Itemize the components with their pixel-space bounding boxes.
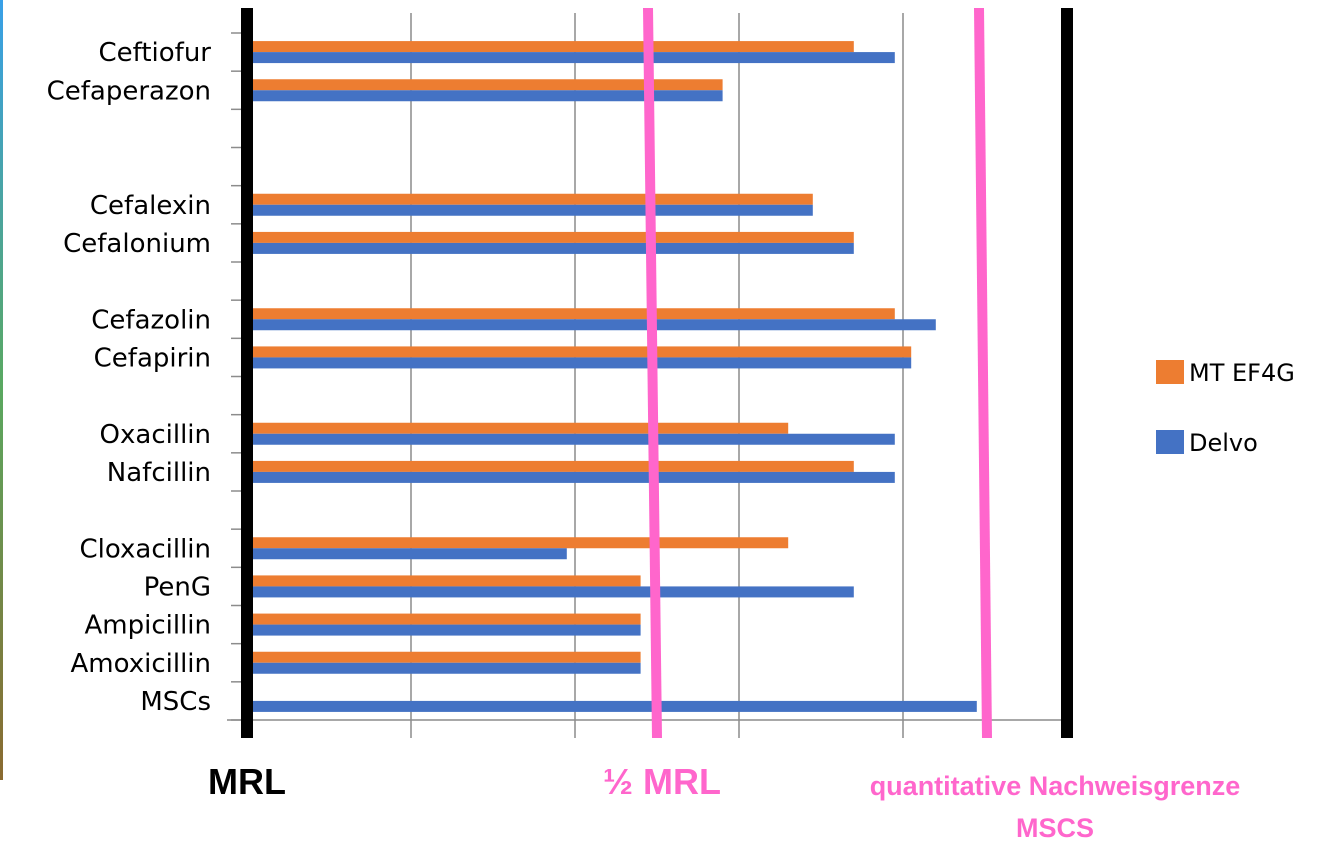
bar-mt-ef4g (247, 308, 895, 320)
bar-mt-ef4g (247, 651, 641, 663)
bar-mt-ef4g (247, 613, 641, 625)
mrl-label: MRL (208, 761, 286, 802)
category-label: Cloxacillin (80, 534, 211, 564)
category-label: Ampicillin (84, 611, 211, 641)
reference-lines (241, 7, 1073, 739)
bar-delvo (247, 90, 723, 102)
legend-swatch (1156, 430, 1184, 454)
category-label: Cefapirin (94, 343, 211, 373)
category-label: Amoxicillin (71, 649, 212, 679)
category-label: Cefalonium (63, 229, 211, 259)
bar-mt-ef4g (247, 575, 641, 587)
category-label: Nafcillin (107, 458, 211, 488)
category-label: Ceftiofur (99, 38, 212, 68)
bar-mt-ef4g (247, 346, 912, 358)
bar-delvo (247, 357, 912, 369)
category-label: PenG (144, 572, 211, 602)
bar-mt-ef4g (247, 460, 854, 472)
bar-delvo (247, 624, 641, 636)
nachweisgrenze-line (974, 7, 992, 739)
category-label: Oxacillin (100, 420, 211, 450)
bars (247, 41, 977, 712)
category-label: MSCs (140, 687, 211, 717)
bar-delvo (247, 52, 895, 64)
bar-mt-ef4g (247, 231, 854, 243)
bar-delvo (247, 433, 895, 445)
nachweisgrenze-label-line2: MSCS (1016, 813, 1094, 843)
bar-delvo (247, 242, 854, 254)
half-mrl-label: ½ MRL (603, 761, 721, 802)
bar-delvo (247, 586, 854, 598)
legend-label: Delvo (1189, 429, 1258, 457)
bar-delvo (247, 471, 895, 483)
bar-delvo (247, 548, 567, 560)
category-labels: Ceftiofur Cefaperazon Cefalexin Cefalonium C… (47, 38, 212, 717)
bar-mt-ef4g (247, 79, 723, 91)
category-label: Cefaperazon (47, 76, 211, 106)
legend-swatch (1156, 360, 1184, 384)
bar-mt-ef4g (247, 422, 789, 434)
category-label: Cefazolin (91, 305, 211, 335)
nachweisgrenze-label-line1: quantitative Nachweisgrenze (870, 771, 1241, 801)
annotations: MRL ½ MRL quantitative Nachweisgrenze MS… (208, 761, 1240, 843)
bar-delvo (247, 662, 641, 674)
left-edge-strip (0, 0, 3, 780)
bar-mt-ef4g (247, 537, 789, 549)
half-mrl-line (643, 7, 662, 739)
bar-delvo (247, 204, 813, 216)
bar-delvo (247, 700, 977, 712)
legend: MT EF4G Delvo (1156, 359, 1295, 457)
bar-mt-ef4g (247, 193, 813, 205)
category-label: Cefalexin (90, 191, 211, 221)
legend-label: MT EF4G (1189, 359, 1295, 387)
bar-delvo (247, 319, 936, 331)
bar-mt-ef4g (247, 41, 854, 53)
